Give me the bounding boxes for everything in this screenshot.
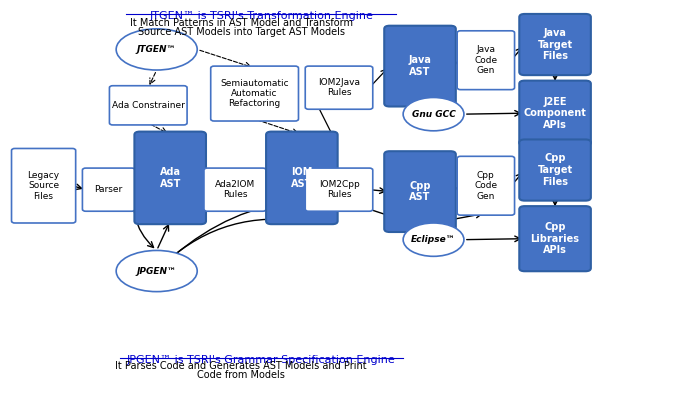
Text: Java
Code
Gen: Java Code Gen (475, 45, 498, 75)
FancyBboxPatch shape (457, 31, 515, 90)
Text: IOM2Cpp
Rules: IOM2Cpp Rules (319, 180, 359, 199)
Text: JPGEN™ is TSRI's Grammar Specification Engine: JPGEN™ is TSRI's Grammar Specification E… (127, 355, 396, 365)
Text: Cpp
Code
Gen: Cpp Code Gen (475, 171, 498, 201)
FancyBboxPatch shape (519, 81, 591, 146)
Text: Ada
AST: Ada AST (159, 167, 181, 189)
Text: It Match Patterns in AST Model and Transform: It Match Patterns in AST Model and Trans… (129, 18, 353, 28)
Text: Eclipse™: Eclipse™ (411, 235, 456, 244)
Text: Cpp
Target
Files: Cpp Target Files (538, 153, 573, 187)
FancyBboxPatch shape (519, 139, 591, 201)
Text: Cpp
Libraries
APIs: Cpp Libraries APIs (531, 222, 580, 255)
Text: Java
AST: Java AST (409, 55, 431, 77)
FancyBboxPatch shape (83, 168, 135, 211)
Text: JPGEN™: JPGEN™ (137, 267, 177, 276)
Text: IOM
AST: IOM AST (291, 167, 313, 189)
FancyBboxPatch shape (519, 206, 591, 271)
FancyBboxPatch shape (384, 26, 456, 107)
Text: Semiautomatic
Automatic
Refactoring: Semiautomatic Automatic Refactoring (220, 79, 289, 109)
Text: Java
Target
Files: Java Target Files (538, 28, 573, 61)
FancyBboxPatch shape (204, 168, 266, 211)
Text: JTGEN™: JTGEN™ (137, 45, 176, 54)
FancyBboxPatch shape (211, 66, 298, 121)
Ellipse shape (116, 29, 197, 70)
Ellipse shape (116, 250, 197, 292)
Text: Source AST Models into Target AST Models: Source AST Models into Target AST Models (138, 27, 344, 37)
Text: Code from Models: Code from Models (197, 370, 285, 380)
Text: JTGEN™ is TSRI's Transformation Engine: JTGEN™ is TSRI's Transformation Engine (149, 11, 374, 21)
Text: Ada2IOM
Rules: Ada2IOM Rules (215, 180, 255, 199)
Text: It Parses Code and Generates AST Models and Print: It Parses Code and Generates AST Models … (115, 361, 367, 371)
Text: J2EE
Component
APIs: J2EE Component APIs (523, 96, 586, 130)
Text: Gnu GCC: Gnu GCC (412, 110, 456, 118)
FancyBboxPatch shape (305, 66, 373, 109)
FancyBboxPatch shape (12, 149, 76, 223)
Text: IOM2Java
Rules: IOM2Java Rules (318, 78, 360, 98)
FancyBboxPatch shape (305, 168, 373, 211)
FancyBboxPatch shape (109, 86, 187, 125)
Ellipse shape (403, 223, 464, 256)
Text: Legacy
Source
Files: Legacy Source Files (28, 171, 60, 201)
FancyBboxPatch shape (457, 156, 515, 215)
Ellipse shape (403, 98, 464, 131)
Text: Ada Constrainer: Ada Constrainer (112, 101, 184, 110)
Text: Cpp
AST: Cpp AST (410, 181, 431, 202)
FancyBboxPatch shape (266, 132, 338, 224)
FancyBboxPatch shape (134, 132, 206, 224)
FancyBboxPatch shape (384, 151, 456, 232)
FancyBboxPatch shape (519, 14, 591, 75)
Text: Parser: Parser (95, 185, 123, 194)
